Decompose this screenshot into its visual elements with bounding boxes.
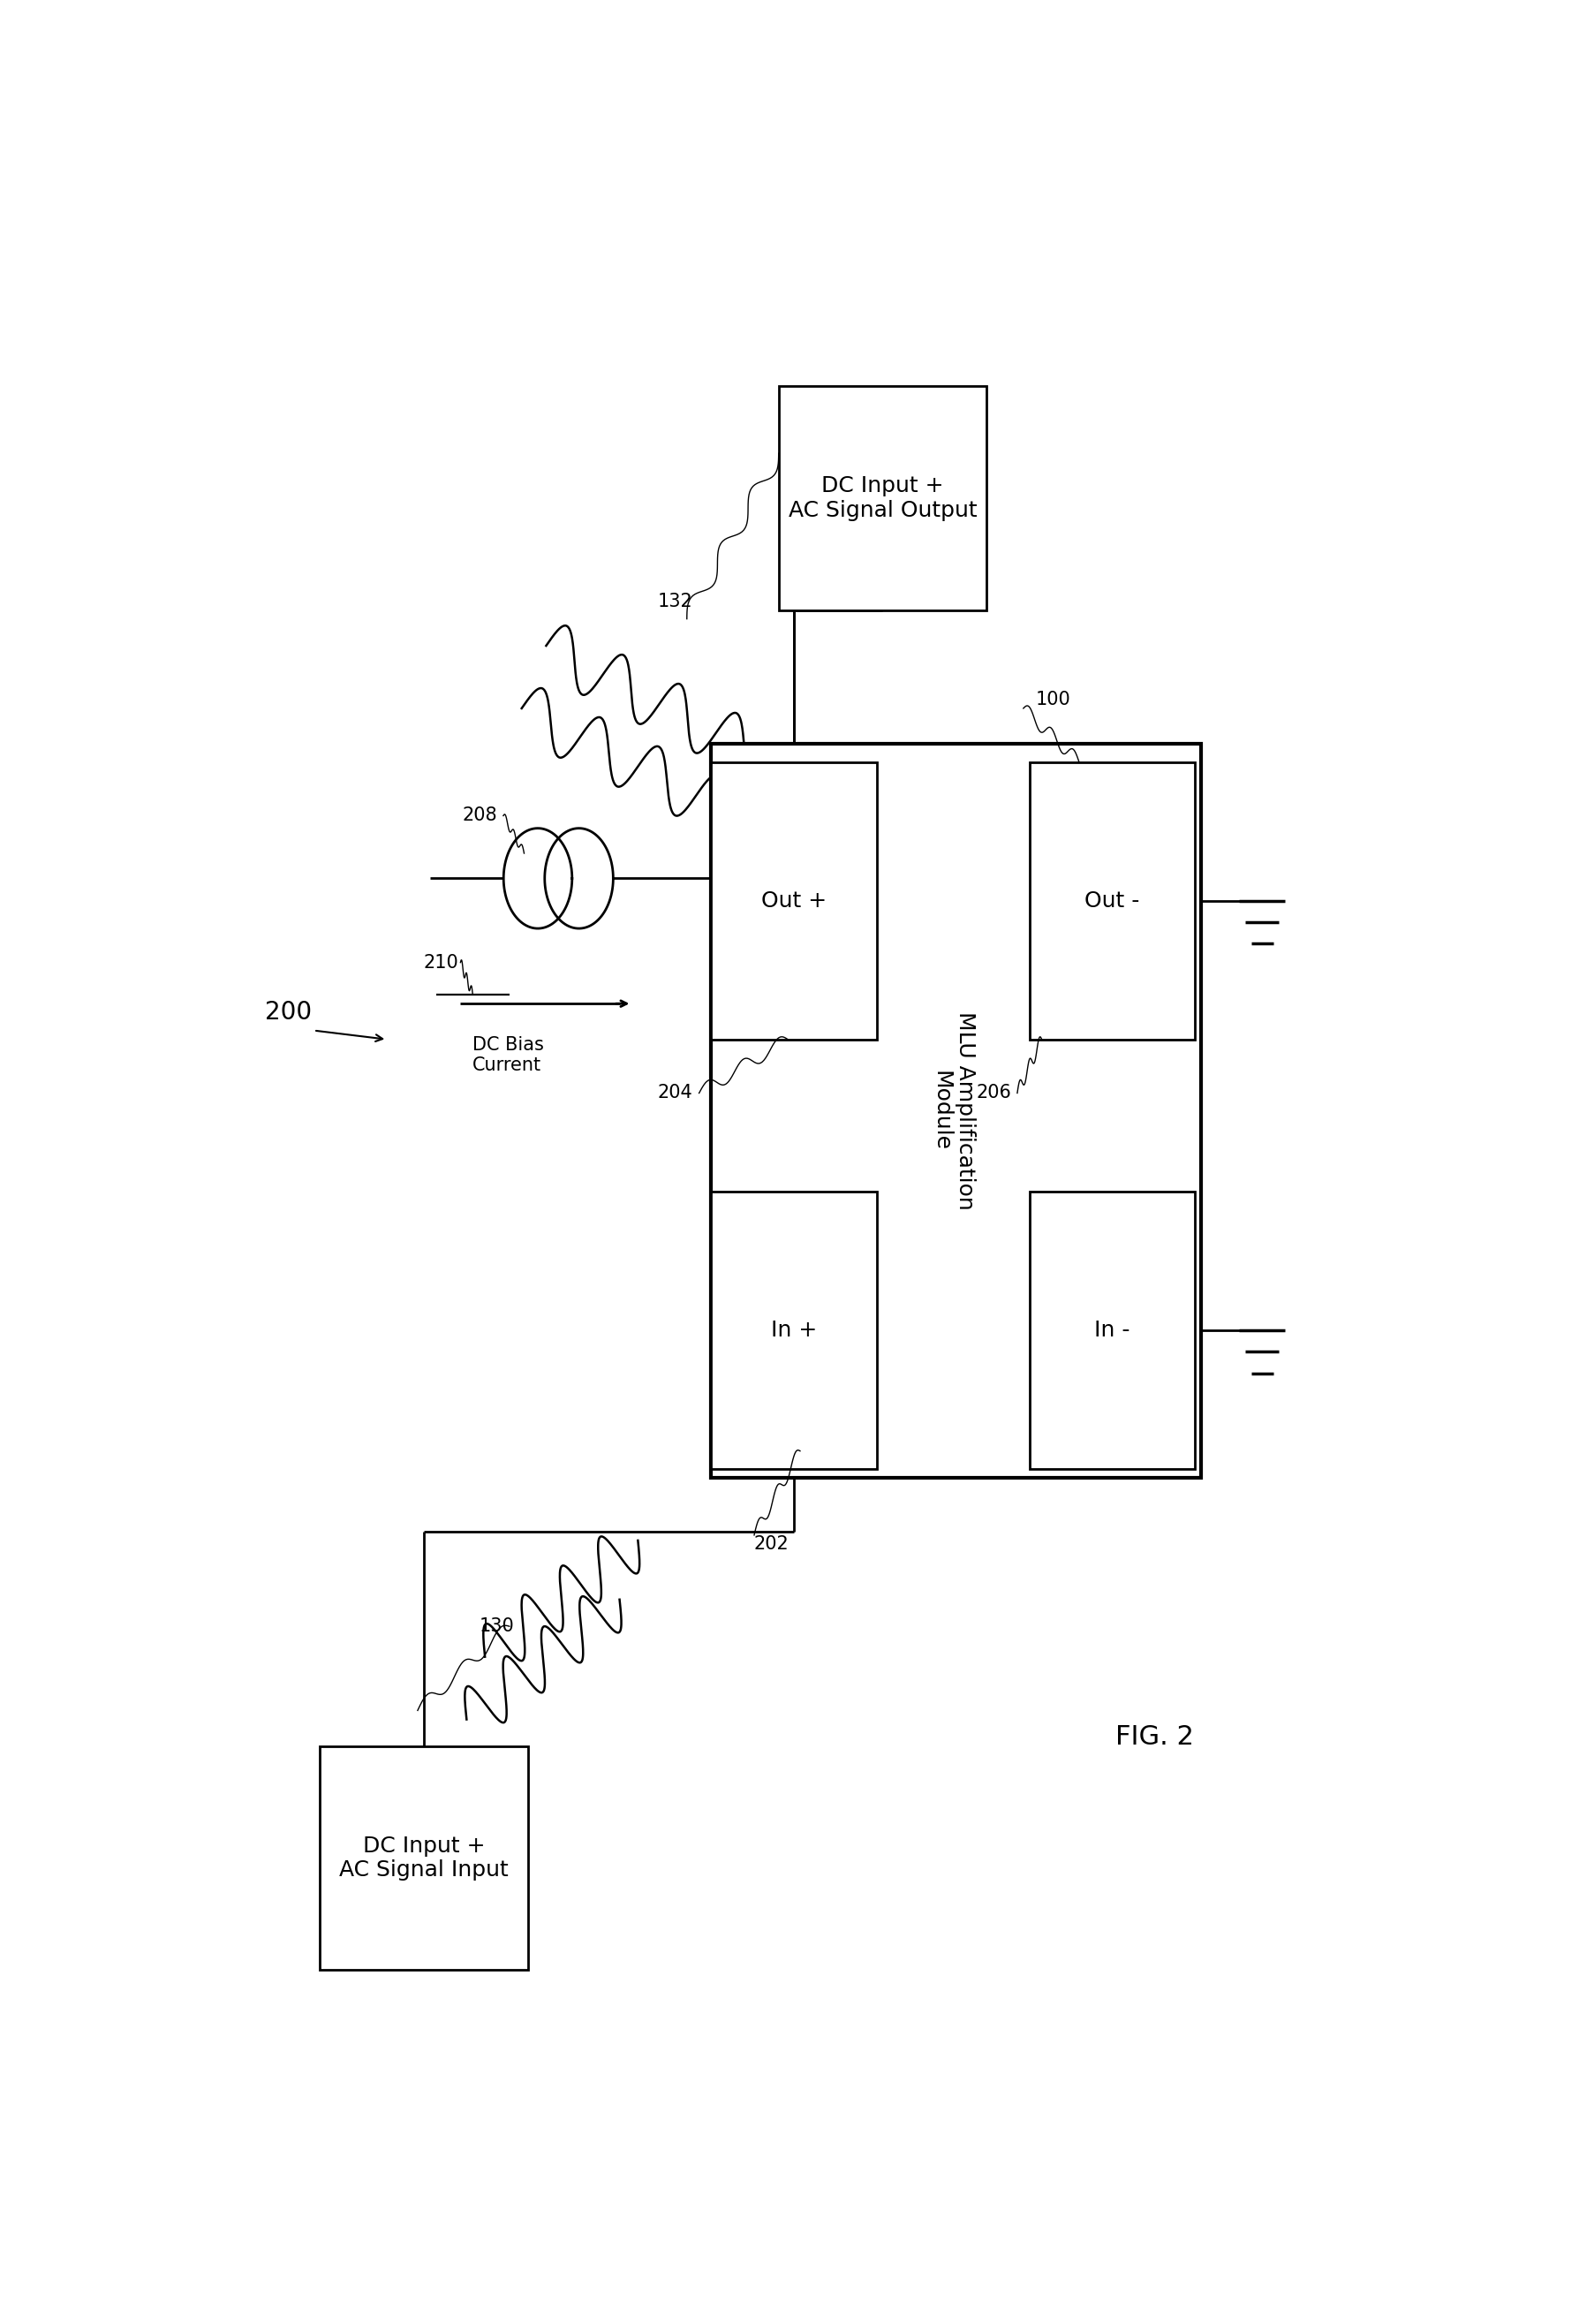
Bar (711, 1192, 876, 1469)
Text: DC Input +
AC Signal Output: DC Input + AC Signal Output (788, 474, 977, 521)
Bar (319, 1745, 527, 1971)
Text: Out -: Out - (1085, 890, 1140, 911)
Text: 132: 132 (658, 593, 693, 609)
Bar (711, 762, 876, 1039)
Text: 210: 210 (423, 953, 459, 971)
Text: 208: 208 (463, 806, 497, 825)
Polygon shape (504, 827, 572, 930)
Text: In +: In + (771, 1320, 816, 1341)
Polygon shape (545, 827, 613, 930)
Text: Out +: Out + (761, 890, 827, 911)
Text: MLU Amplification
Module: MLU Amplification Module (930, 1011, 976, 1211)
Text: 206: 206 (976, 1085, 1011, 1102)
Text: In -: In - (1094, 1320, 1131, 1341)
Text: 130: 130 (478, 1618, 513, 1636)
Bar (778, 386, 987, 609)
Text: DC Bias
Current: DC Bias Current (472, 1037, 545, 1074)
Bar (1030, 762, 1195, 1039)
Bar (1030, 1192, 1195, 1469)
Text: FIG. 2: FIG. 2 (1115, 1724, 1194, 1750)
Text: 202: 202 (755, 1536, 790, 1552)
Text: 204: 204 (658, 1085, 693, 1102)
Text: DC Input +
AC Signal Input: DC Input + AC Signal Input (339, 1836, 508, 1880)
Bar (711, 744, 1202, 1478)
Text: 200: 200 (265, 999, 311, 1025)
Text: 100: 100 (1036, 690, 1071, 709)
